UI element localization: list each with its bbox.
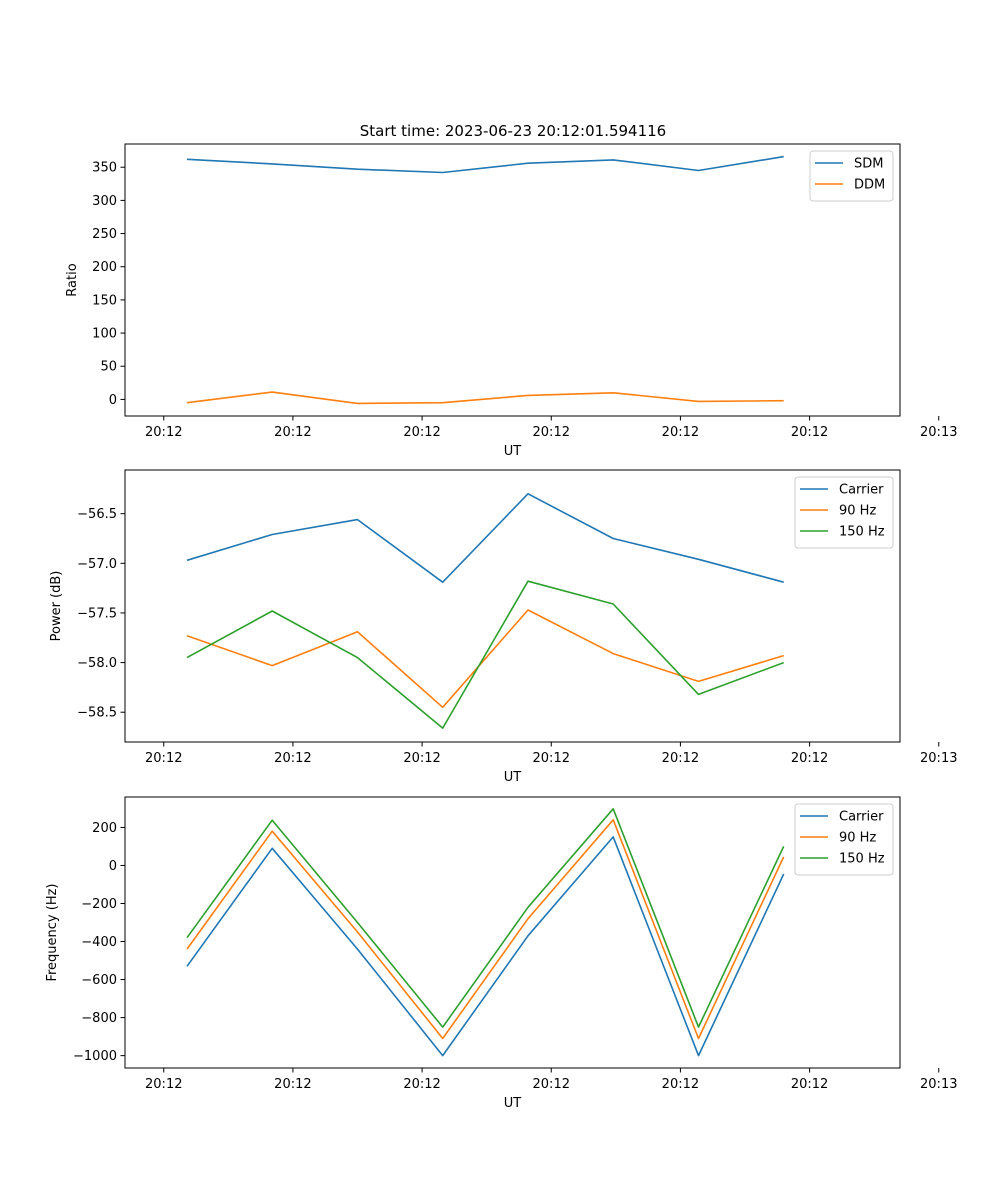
- y-tick-label: 0: [109, 393, 117, 408]
- x-tick-label: 20:13: [920, 751, 957, 766]
- axes-root: 20:12 20:12 20:12 20:12 20:12 20:12 20:13 0 50 10…: [45, 143, 957, 1111]
- y-tick-label: 350: [92, 161, 117, 176]
- x-tick-label: 20:12: [791, 1077, 828, 1092]
- series-line-90-hz: [186, 609, 784, 709]
- legend-label: Carrier: [839, 810, 884, 825]
- x-tick-label: 20:12: [403, 1077, 440, 1092]
- legend: SDM DDM: [809, 150, 894, 202]
- series-line-90-hz: [186, 818, 785, 1040]
- legend-label: 150 Hz: [839, 525, 885, 540]
- legend-label: 90 Hz: [839, 831, 876, 846]
- y-tick-label: −57.0: [77, 557, 117, 572]
- axes-panel-1: 20:12 20:12 20:12 20:12 20:12 20:12 20:13 0 50 10…: [65, 143, 957, 459]
- x-tick-label: 20:13: [920, 425, 957, 440]
- y-tick-label: 200: [92, 821, 117, 836]
- y-tick-label: 250: [92, 227, 117, 242]
- axes-panel-3: 20:12 20:12 20:12 20:12 20:12 20:12 20:13 −1000…: [45, 796, 957, 1111]
- legend: Carrier 90 Hz 150 Hz: [794, 803, 894, 876]
- x-tick-label: 20:12: [533, 1077, 570, 1092]
- x-tick-label: 20:12: [662, 1077, 699, 1092]
- series-line-carrier: [186, 836, 785, 1057]
- y-tick-label: −58.5: [77, 706, 117, 721]
- x-tick-label: 20:12: [274, 1077, 311, 1092]
- x-tick-label: 20:12: [403, 751, 440, 766]
- legend-label: SDM: [854, 157, 883, 172]
- y-axis-label: Ratio: [65, 263, 80, 296]
- x-axis-label: UT: [504, 444, 522, 459]
- y-tick-label: 100: [92, 327, 117, 342]
- x-axis-label: UT: [504, 1096, 522, 1111]
- y-tick-label: −200: [81, 897, 117, 912]
- x-axis-label: UT: [504, 770, 522, 785]
- y-tick-label: −600: [81, 973, 117, 988]
- x-tick-label: 20:12: [145, 751, 182, 766]
- y-tick-label: 150: [92, 293, 117, 308]
- figure-title: Start time: 2023-06-23 20:12:01.594116: [360, 122, 666, 140]
- y-tick-label: 200: [92, 260, 117, 275]
- y-tick-label: −1000: [73, 1049, 117, 1064]
- x-tick-label: 20:12: [662, 425, 699, 440]
- x-tick-label: 20:12: [145, 425, 182, 440]
- legend-label: Carrier: [839, 483, 884, 498]
- axes-frame: [124, 796, 901, 1069]
- legend-label: 150 Hz: [839, 852, 885, 867]
- legend-label: DDM: [854, 178, 885, 193]
- legend-label: 90 Hz: [839, 504, 876, 519]
- series-line-carrier: [186, 492, 784, 584]
- series-line-150-hz: [186, 807, 785, 1028]
- x-tick-label: 20:12: [791, 751, 828, 766]
- y-tick-label: −58.0: [77, 656, 117, 671]
- axes-frame: [124, 469, 901, 743]
- y-tick-label: 300: [92, 194, 117, 209]
- y-tick-label: −56.5: [77, 507, 117, 522]
- x-tick-label: 20:12: [662, 751, 699, 766]
- series-line-150-hz: [186, 580, 784, 729]
- y-tick-label: 0: [109, 859, 117, 874]
- legend: Carrier 90 Hz 150 Hz: [794, 476, 894, 549]
- axes-panel-2: 20:12 20:12 20:12 20:12 20:12 20:12 20:13 −58.5…: [49, 469, 957, 785]
- x-tick-label: 20:12: [533, 425, 570, 440]
- y-tick-label: 50: [100, 360, 117, 375]
- x-tick-label: 20:12: [403, 425, 440, 440]
- series-line-sdm: [186, 155, 784, 174]
- y-tick-label: −57.5: [77, 606, 117, 621]
- series-line-ddm: [186, 391, 784, 405]
- x-tick-label: 20:12: [145, 1077, 182, 1092]
- x-tick-label: 20:12: [533, 751, 570, 766]
- y-tick-label: −400: [81, 935, 117, 950]
- x-tick-label: 20:12: [274, 751, 311, 766]
- y-tick-label: −800: [81, 1011, 117, 1026]
- axes-frame: [124, 143, 901, 417]
- y-axis-label: Frequency (Hz): [45, 883, 60, 981]
- x-tick-label: 20:13: [920, 1077, 957, 1092]
- x-tick-label: 20:12: [274, 425, 311, 440]
- y-axis-label: Power (dB): [49, 571, 64, 642]
- x-tick-label: 20:12: [791, 425, 828, 440]
